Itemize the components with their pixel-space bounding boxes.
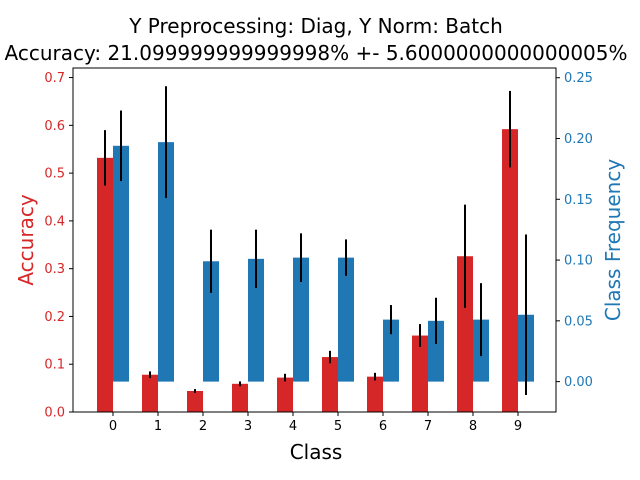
x-tick-label-8: 8 (469, 419, 477, 434)
x-tick-label-9: 9 (514, 419, 522, 434)
accuracy-bar-6 (367, 376, 383, 412)
y-right-tick-label: 0.10 (564, 254, 593, 269)
y-left-tick-label: 0.4 (44, 214, 65, 229)
x-tick-label-4: 4 (289, 419, 297, 434)
y-axis-right-label: Class Frequency (601, 159, 625, 321)
frequency-bar-4 (293, 257, 309, 382)
x-axis-ticks: 0 1 2 3 4 5 6 7 8 9 (109, 412, 522, 434)
y-right-tick-label: 0.05 (564, 314, 593, 329)
frequency-bar-5 (338, 257, 354, 382)
chart-title-line-1: Y Preprocessing: Diag, Y Norm: Batch (128, 14, 503, 38)
accuracy-bar-5 (322, 357, 338, 412)
x-tick-label-6: 6 (379, 419, 387, 434)
accuracy-bar-0 (97, 157, 113, 412)
accuracy-bars (97, 129, 518, 412)
y-left-tick-label: 0.3 (44, 262, 65, 277)
plot-frame (72, 67, 557, 413)
y-left-tick-label: 0.5 (44, 167, 65, 182)
frequency-bar-0 (113, 145, 129, 382)
accuracy-bar-7 (412, 335, 428, 412)
y-axis-left-label: Accuracy (14, 194, 38, 285)
accuracy-bar-8 (457, 256, 473, 412)
accuracy-bar-9 (502, 129, 518, 412)
y-left-tick-label: 0.2 (44, 310, 65, 325)
x-tick-label-5: 5 (334, 419, 342, 434)
y-left-tick-label: 0.6 (44, 119, 65, 134)
x-tick-label-7: 7 (424, 419, 432, 434)
y-right-tick-label: 0.25 (564, 71, 593, 86)
accuracy-bar-2 (187, 390, 203, 412)
frequency-bar-1 (158, 142, 174, 382)
x-tick-label-3: 3 (244, 419, 252, 434)
y-right-tick-label: 0.00 (564, 375, 593, 390)
frequency-bar-2 (203, 261, 219, 382)
y-left-tick-label: 0.7 (44, 71, 65, 86)
chart-title-line-2: Accuracy: 21.099999999999998% +- 5.60000… (5, 41, 628, 65)
x-tick-label-0: 0 (109, 419, 117, 434)
y-axis-right-ticks: 0.00 0.05 0.10 0.15 0.20 0.25 (556, 71, 593, 390)
y-axis-left-ticks: 0.0 0.1 0.2 0.3 0.4 0.5 0.6 0.7 (44, 71, 73, 421)
y-left-tick-label: 0.0 (44, 406, 65, 421)
frequency-bar-6 (383, 319, 399, 382)
y-left-tick-label: 0.1 (44, 358, 65, 373)
frequency-bar-7 (428, 320, 444, 382)
accuracy-bar-3 (232, 383, 248, 412)
accuracy-bar-1 (142, 374, 158, 412)
error-bars (104, 86, 527, 395)
x-axis-label: Class (290, 440, 343, 464)
y-right-tick-label: 0.15 (564, 193, 593, 208)
x-tick-label-1: 1 (154, 419, 162, 434)
accuracy-bar-4 (277, 377, 293, 412)
x-tick-label-2: 2 (199, 419, 207, 434)
frequency-bar-3 (248, 258, 264, 382)
y-right-tick-label: 0.20 (564, 132, 593, 147)
